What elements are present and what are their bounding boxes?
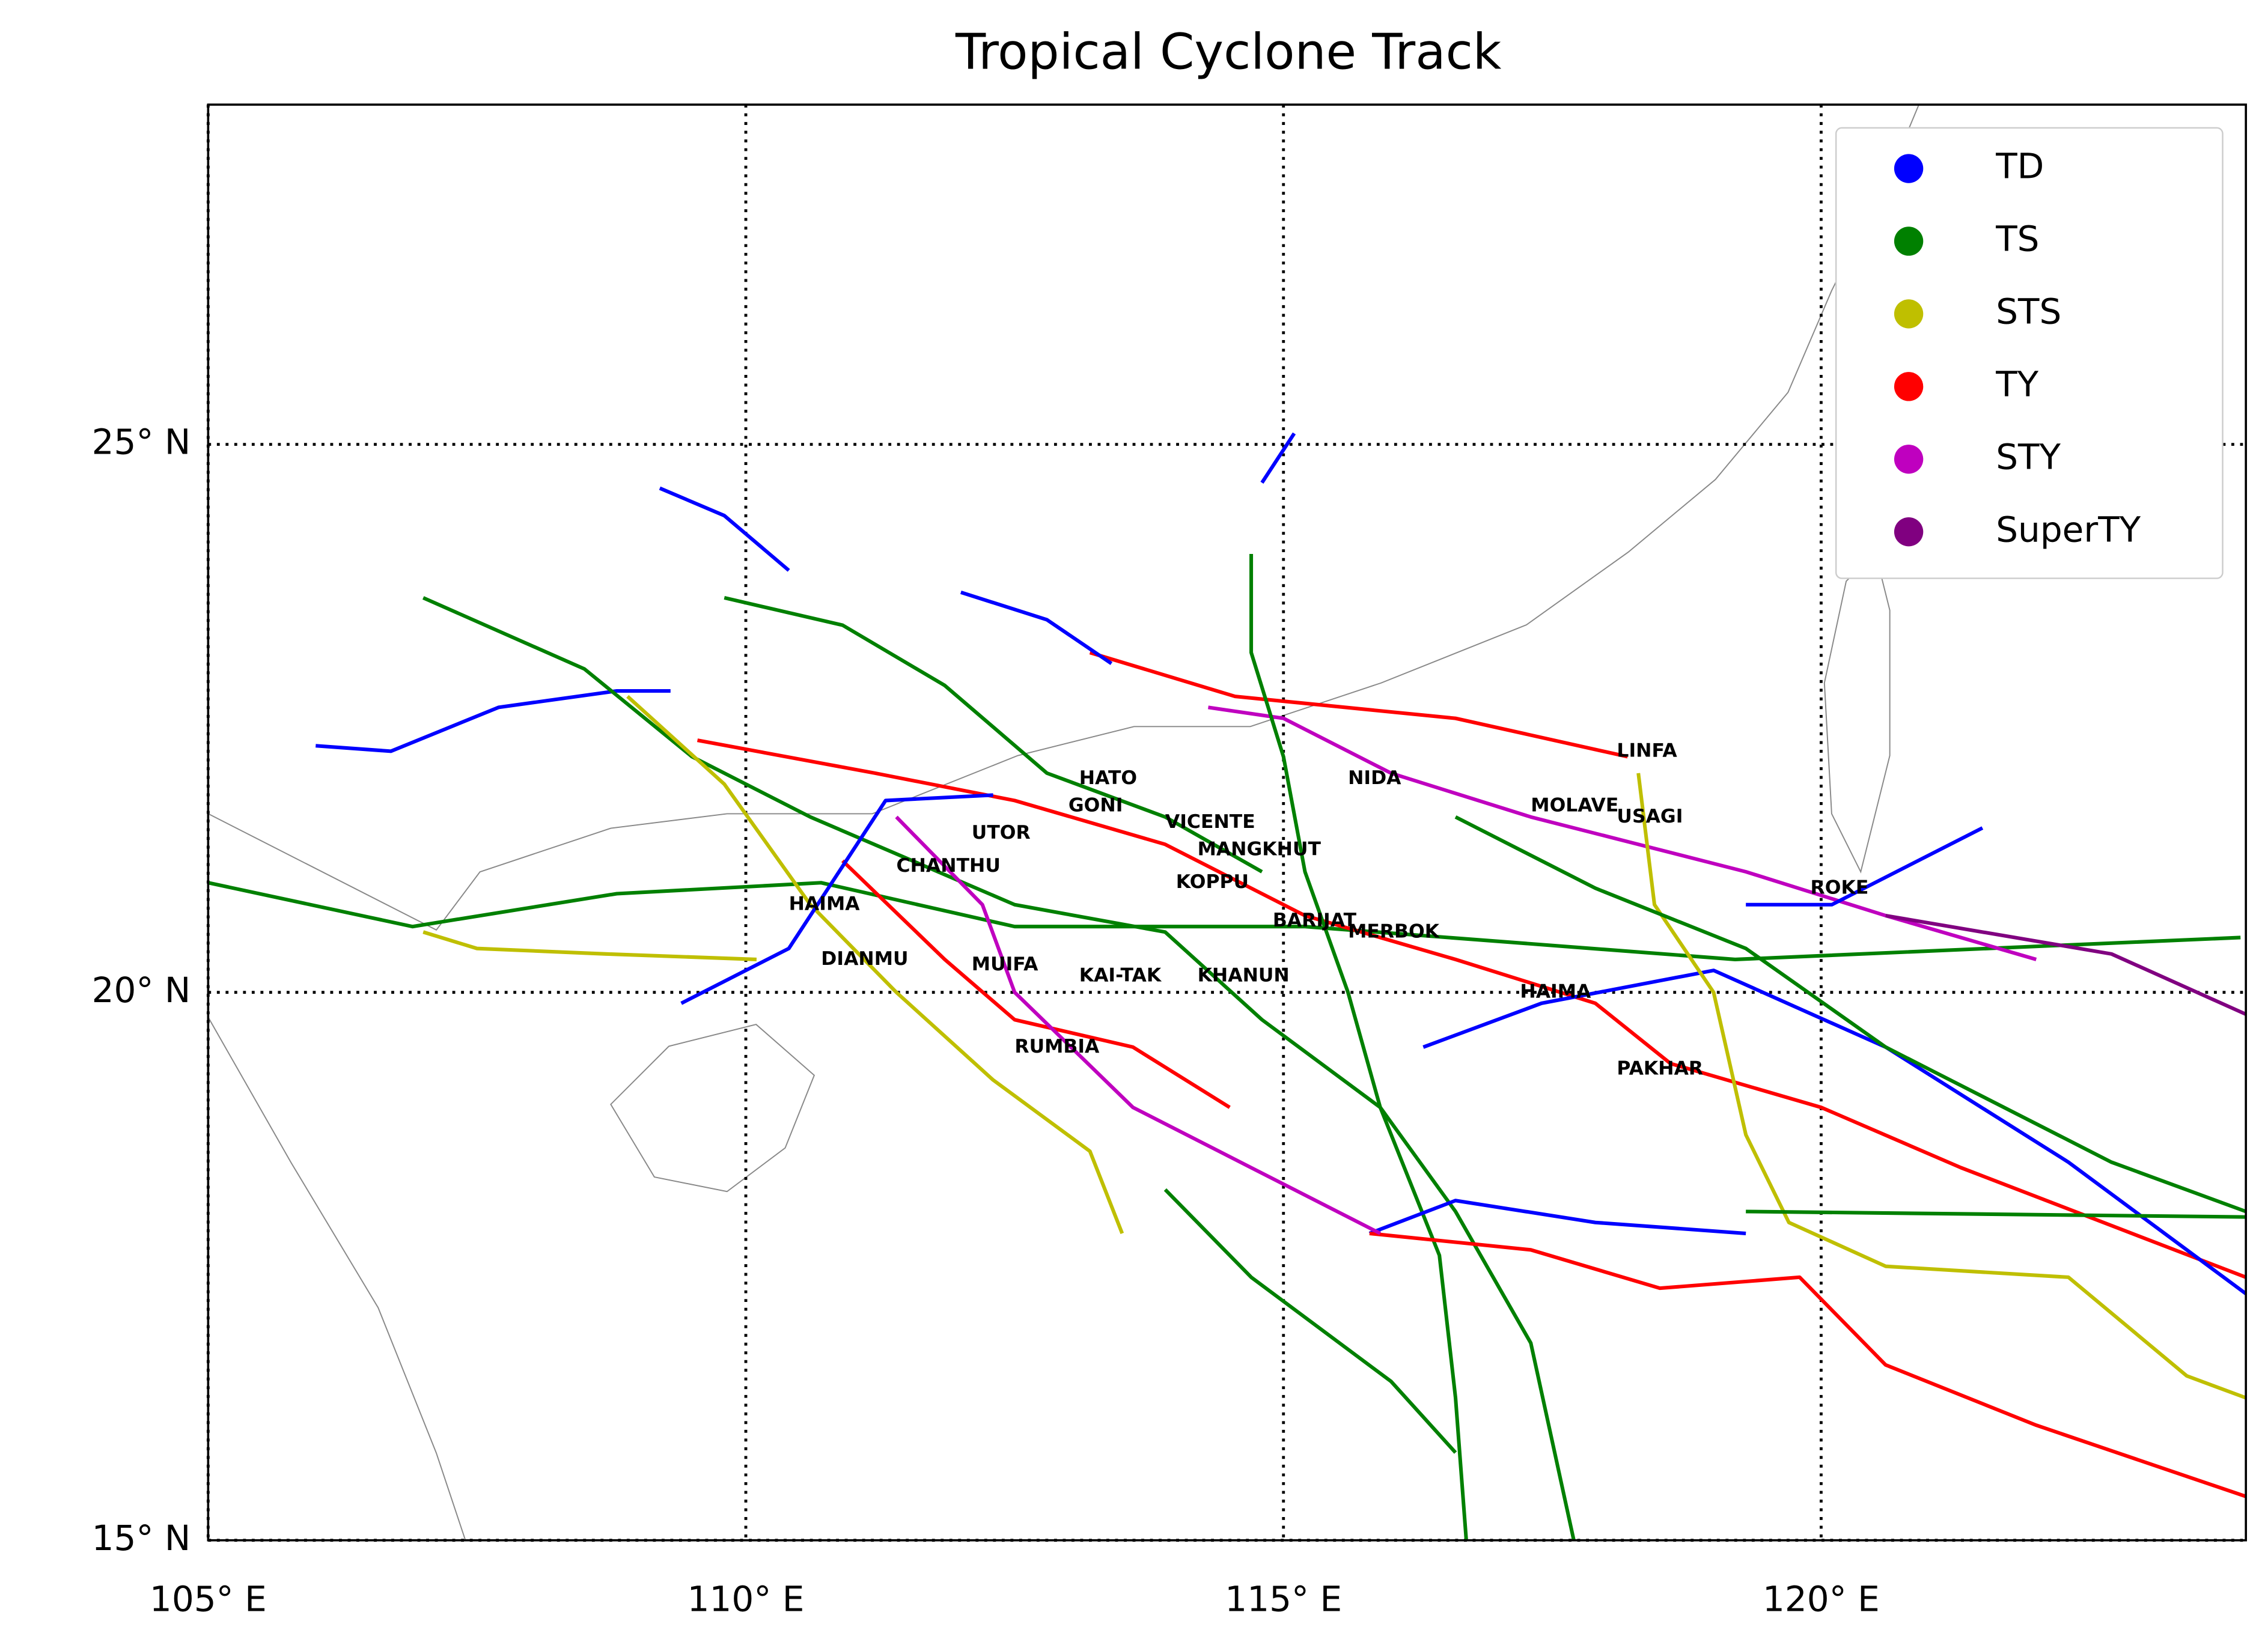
storm-name: BARIJAT — [1273, 910, 1357, 931]
cyclone-track — [1249, 554, 1468, 1540]
cyclone-track — [1208, 705, 2037, 961]
cyclone-track — [895, 815, 1382, 1235]
storm-name: CHANTHU — [897, 855, 1001, 877]
storm-name: RUMBIA — [1014, 1036, 1100, 1057]
cyclone-track — [422, 930, 757, 961]
cyclone-track — [659, 486, 790, 572]
cyclone-track — [1163, 1188, 1457, 1454]
storm-name: MUIFA — [972, 953, 1038, 975]
legend-marker — [1894, 154, 1924, 183]
legend-marker — [1894, 445, 1924, 474]
cyclone-track — [1369, 1231, 2246, 1498]
taiwan — [1823, 551, 1891, 874]
storm-name: USAGI — [1617, 806, 1683, 827]
storm-name: HATO — [1079, 767, 1137, 789]
legend-label: TY — [1995, 363, 2038, 404]
legend: TD TS STS TY STY SuperTY — [1835, 127, 2224, 579]
x-tick-label: 110° E — [687, 1578, 805, 1619]
storm-name: HAIMA — [1520, 981, 1591, 1003]
cyclone-track — [208, 881, 2241, 961]
cyclone-track — [1746, 1209, 2246, 1219]
storm-name: GONI — [1068, 795, 1123, 816]
cyclone-track — [1260, 432, 1296, 484]
cyclone-track — [1636, 773, 2246, 1400]
storm-name: MERBOK — [1348, 920, 1440, 942]
plot-frame — [207, 103, 2248, 1542]
legend-label: SuperTY — [1996, 509, 2141, 550]
x-tick-label: 105° E — [150, 1578, 267, 1619]
y-tick-label: 15° N — [92, 1518, 191, 1558]
chart-title: Tropical Cyclone Track — [955, 23, 1502, 81]
legend-label: STS — [1996, 291, 2061, 332]
cyclone-track — [724, 596, 1263, 874]
storm-name: NIDA — [1348, 767, 1401, 789]
cyclone-track — [316, 689, 671, 753]
legend-marker — [1894, 299, 1924, 329]
storm-name: VICENTE — [1165, 811, 1255, 833]
storm-name: KAI-TAK — [1079, 964, 1162, 986]
storm-name: DIANMU — [821, 948, 908, 970]
cyclone-track — [1746, 826, 1984, 907]
coast — [208, 105, 1919, 931]
storm-name: MOLAVE — [1531, 795, 1618, 816]
legend-marker — [1894, 517, 1924, 547]
storm-name: ROKE — [1811, 877, 1869, 898]
storm-name: PAKHAR — [1617, 1057, 1703, 1079]
legend-marker — [1894, 227, 1924, 256]
storm-name: LINFA — [1617, 740, 1677, 761]
x-tick-label: 120° E — [1763, 1578, 1880, 1619]
y-tick-label: 25° N — [92, 422, 191, 463]
coast — [208, 1017, 466, 1540]
cyclone-track — [1368, 1199, 1746, 1235]
tracks — [208, 432, 2246, 1540]
hainan — [610, 1024, 815, 1193]
cyclone-track — [960, 590, 1113, 665]
y-tick-label: 20° N — [92, 970, 191, 1011]
storm-name: UTOR — [972, 822, 1031, 844]
cyclone-track — [626, 695, 1124, 1235]
storm-name: KHANUN — [1198, 964, 1290, 986]
legend-label: TD — [1995, 146, 2044, 187]
cyclone-track — [1454, 815, 2246, 1214]
cyclone-track — [680, 793, 993, 1005]
cyclone-track — [422, 596, 1576, 1540]
storm-name: MANGKHUT — [1198, 839, 1321, 860]
labels: HATO GONI VICENTE UTOR MANGKHUT CHANTHU KOPPU H… — [789, 740, 1869, 1079]
x-tick-label: 115° E — [1225, 1578, 1342, 1619]
cyclone-track — [1089, 651, 1628, 759]
cyclone-track — [697, 738, 2246, 1279]
storm-name: KOPPU — [1176, 871, 1249, 893]
cyclone-track — [1422, 968, 2246, 1295]
cyclone-track — [841, 859, 1231, 1109]
legend-box — [1835, 127, 2224, 579]
legend-label: TS — [1995, 219, 2039, 260]
cyclone-track — [1885, 913, 2246, 1016]
storm-name: HAIMA — [789, 893, 861, 915]
legend-marker — [1894, 372, 1924, 401]
legend-label: STY — [1996, 436, 2061, 477]
